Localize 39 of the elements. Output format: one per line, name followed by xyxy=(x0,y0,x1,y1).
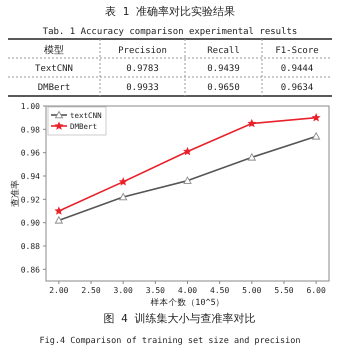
x-tick-label: 2.50 xyxy=(81,286,101,295)
x-tick-label: 2.00 xyxy=(49,286,69,295)
point xyxy=(55,207,63,214)
y-tick-label: 0.96 xyxy=(20,148,40,158)
data-label: 0.9933 xyxy=(126,83,159,93)
x-tick-label: Precision xyxy=(118,46,167,56)
x-tick-label: 3.00 xyxy=(114,286,133,295)
data-label: 0.9634 xyxy=(280,83,314,93)
x-tick-label: 3.50 xyxy=(146,286,166,295)
data-label: 0.9439 xyxy=(207,64,240,74)
data-label: 0.9783 xyxy=(126,64,159,74)
y-tick-label: 0.90 xyxy=(20,218,40,228)
y-tick-label: 0.88 xyxy=(20,242,40,251)
x-tick-label: 6.00 xyxy=(306,286,326,295)
data-label: 0.9444 xyxy=(280,64,314,74)
point xyxy=(312,114,320,121)
y-tick-label: 1.00 xyxy=(20,102,40,111)
point xyxy=(184,148,192,155)
chart-title: 表 1 准确率对比实验结果 xyxy=(105,5,235,18)
x-tick-label: 4.00 xyxy=(178,286,198,295)
x-tick-label: 5.00 xyxy=(242,286,262,295)
x-tick-label: F1-Score xyxy=(275,46,319,56)
x-tick-label: 5.50 xyxy=(274,286,294,295)
x-axis-title: 样本个数（10^5） xyxy=(150,297,225,308)
data-label: 0.9650 xyxy=(207,83,240,93)
y-axis-title: 查准率 xyxy=(10,180,21,207)
x-tick-label: 4.50 xyxy=(210,286,230,295)
point xyxy=(119,178,127,186)
y-tick-label: 0.94 xyxy=(20,172,40,181)
y-tick-label: 0.98 xyxy=(20,125,40,134)
x-tick-label: Recall xyxy=(207,46,240,56)
y-tick-label: 0.92 xyxy=(20,195,40,204)
point xyxy=(248,120,256,127)
y-tick-label: TextCNN xyxy=(35,64,73,74)
y-axis-title: 模型 xyxy=(44,44,64,56)
text: 图 4 训练集大小与查准率对比 xyxy=(104,312,256,325)
y-tick-label: 0.86 xyxy=(20,265,40,274)
caption: Fig.4 Comparison of training set size and precision xyxy=(40,336,300,346)
chart-subtitle: Tab. 1 Accuracy comparison experimental results xyxy=(42,27,298,37)
